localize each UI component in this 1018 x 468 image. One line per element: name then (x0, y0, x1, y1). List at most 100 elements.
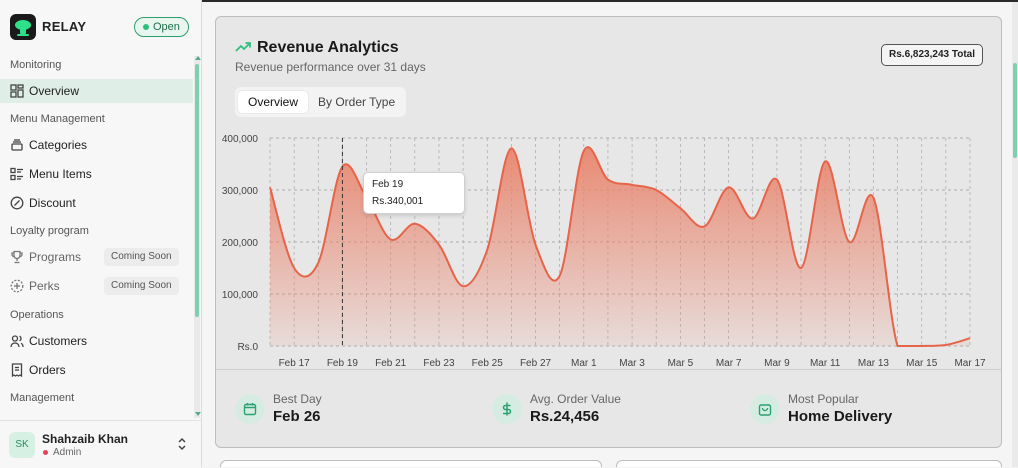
x-tick-label: Mar 1 (571, 358, 597, 369)
x-tick-label: Feb 19 (327, 358, 359, 369)
total-revenue-badge: Rs.6,823,243 Total (881, 44, 983, 66)
window-top-border (0, 0, 1018, 2)
card-peek-right (616, 460, 1002, 467)
card-divider (216, 369, 1001, 370)
status-badge: Open (134, 17, 189, 37)
sidebar-nav: Monitoring Overview Menu Management Cate… (0, 56, 193, 416)
sidebar-item-customers[interactable]: Customers (0, 329, 193, 353)
sidebar-item-label: Overview (29, 84, 80, 98)
chart-tooltip: Feb 19 Rs.340,001 (363, 172, 465, 214)
x-tick-label: Mar 15 (906, 358, 938, 369)
stat-best-day: Best Day Feb 26 (235, 389, 475, 429)
calendar-icon (235, 394, 265, 424)
user-name: Shahzaib Khan (42, 432, 129, 446)
users-icon (10, 335, 24, 348)
scroll-up-arrow-icon[interactable] (195, 56, 201, 60)
sidebar-item-label: Menu Items (29, 167, 92, 181)
sidebar-item-programs[interactable]: Programs Coming Soon (0, 245, 193, 269)
stat-most-popular: Most Popular Home Delivery (750, 389, 990, 429)
perks-icon (10, 279, 24, 293)
trophy-icon (11, 250, 23, 264)
bag-icon (750, 394, 780, 424)
stat-label: Avg. Order Value (530, 392, 621, 406)
main-content: Revenue Analytics Revenue performance ov… (202, 2, 1018, 467)
status-dot-icon (143, 24, 149, 30)
x-tick-label: Mar 5 (668, 358, 694, 369)
sidebar-item-orders[interactable]: Orders (0, 358, 193, 382)
stat-value: Feb 26 (273, 408, 321, 425)
x-tick-label: Feb 17 (279, 358, 311, 369)
x-tick-label: Feb 21 (375, 358, 407, 369)
y-tick-label: 400,000 (222, 134, 259, 145)
x-tick-label: Mar 13 (858, 358, 890, 369)
revenue-series-line[interactable] (269, 146, 971, 348)
section-label-management: Management (10, 392, 75, 404)
tab-by-order-type[interactable]: By Order Type (318, 95, 396, 109)
layout-grid-icon (10, 84, 24, 98)
page-scrollbar[interactable] (1012, 2, 1018, 467)
sidebar-item-label: Categories (29, 138, 88, 152)
next-cards-peek (216, 460, 1006, 467)
brand-name: RELAY (42, 19, 87, 34)
user-menu[interactable]: SK Shahzaib Khan Admin (0, 420, 201, 468)
x-tick-label: Mar 17 (954, 358, 986, 369)
role-dot-icon (43, 450, 48, 455)
page-scrollbar-thumb[interactable] (1013, 63, 1017, 158)
chart-tabs: Overview By Order Type (235, 87, 406, 117)
chevron-up-down-icon[interactable] (176, 436, 188, 452)
section-label-monitoring: Monitoring (10, 59, 62, 71)
tab-overview[interactable]: Overview (238, 91, 308, 113)
section-label-loyalty-program: Loyalty program (10, 225, 89, 237)
card-title: Revenue Analytics (257, 39, 399, 56)
avatar: SK (9, 432, 35, 458)
sidebar-item-discount[interactable]: Discount (0, 191, 193, 215)
sidebar-scrollbar-thumb[interactable] (195, 64, 199, 317)
tooltip-value: Rs.340,001 (372, 196, 424, 207)
y-tick-label: 100,000 (222, 290, 259, 301)
x-tick-label: Feb 27 (520, 358, 552, 369)
card-peek-left (220, 460, 602, 467)
list-icon (10, 167, 23, 181)
brand[interactable]: RELAY Open (10, 14, 190, 40)
x-tick-label: Mar 11 (810, 358, 841, 369)
stat-avg-order-value: Avg. Order Value Rs.24,456 (492, 389, 732, 429)
x-tick-label: Mar 7 (716, 358, 742, 369)
coming-soon-badge: Coming Soon (104, 248, 179, 266)
sidebar-item-overview[interactable]: Overview (0, 79, 193, 103)
section-label-operations: Operations (10, 309, 64, 321)
sidebar-item-perks[interactable]: Perks Coming Soon (0, 274, 193, 298)
stat-value: Home Delivery (788, 408, 893, 425)
tooltip-date: Feb 19 (372, 179, 404, 190)
sidebar-item-label: Orders (29, 363, 66, 377)
sidebar-item-label: Discount (29, 196, 76, 210)
y-tick-label: 300,000 (222, 186, 259, 197)
receipt-icon (11, 363, 23, 377)
card-subtitle: Revenue performance over 31 days (235, 60, 426, 74)
sidebar-item-menu-items[interactable]: Menu Items (0, 162, 193, 186)
x-tick-label: Feb 23 (423, 358, 455, 369)
discount-icon (10, 196, 24, 210)
sidebar: RELAY Open Monitoring Overview Menu Mana… (0, 0, 202, 468)
scroll-down-arrow-icon[interactable] (195, 412, 201, 416)
stat-label: Best Day (273, 392, 322, 406)
relay-logo-icon (10, 14, 36, 40)
sidebar-item-categories[interactable]: Categories (0, 133, 193, 157)
trending-up-icon (235, 42, 251, 52)
y-tick-label: 200,000 (222, 238, 259, 249)
coming-soon-badge: Coming Soon (104, 277, 179, 295)
y-tick-label: Rs.0 (237, 342, 258, 353)
x-tick-label: Mar 9 (764, 358, 790, 369)
status-badge-label: Open (153, 21, 180, 33)
sidebar-item-label: Customers (29, 334, 88, 348)
stat-label: Most Popular (788, 392, 859, 406)
x-tick-label: Mar 3 (619, 358, 645, 369)
user-role: Admin (53, 447, 82, 458)
x-tick-label: Feb 25 (472, 358, 504, 369)
stat-value: Rs.24,456 (530, 408, 600, 425)
section-label-menu-management: Menu Management (10, 113, 105, 125)
sidebar-item-label: Programs (29, 250, 82, 264)
sidebar-item-label: Perks (29, 279, 60, 293)
revenue-area-chart[interactable]: Rs.0 100,000 200,000 300,000 400,000 Feb 17 Fe… (216, 127, 1001, 372)
layers-icon (11, 139, 23, 151)
revenue-analytics-card: Revenue Analytics Revenue performance ov… (215, 16, 1002, 448)
